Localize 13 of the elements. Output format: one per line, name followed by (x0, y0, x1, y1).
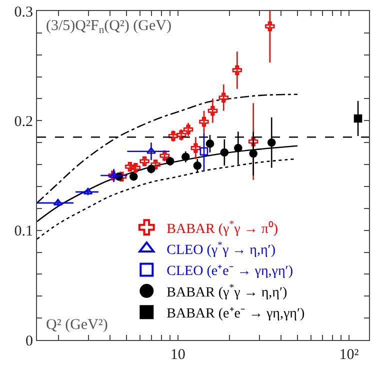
x-tick-label: 10 (170, 347, 186, 363)
legend-label: CLEO (γ$^{*}$γ → η,η′) (166, 240, 276, 258)
y-tick-label: 0 (26, 333, 33, 350)
y-axis-title: (3/5)Q²F$_{n}$(Q²) (GeV) (46, 18, 172, 36)
legend-label: BABAR (γ$^{*}$γ → π⁰) (166, 218, 278, 237)
x-axis-title: Q² (GeV²) (46, 317, 108, 333)
y-tick-label: 0.2 (14, 114, 33, 130)
legend-label: BABAR (e⁺e⁻ → γη,γη′) (166, 306, 306, 322)
y-tick-label: 0.3 (14, 4, 33, 20)
legend-label: BABAR (γ$^{*}$γ → η,η′) (166, 282, 288, 300)
x-tick-label: 10² (339, 347, 360, 363)
y-tick-label: 0.1 (14, 224, 33, 240)
legend-label: CLEO (e⁺e⁻ → γη,γη′) (166, 264, 294, 280)
